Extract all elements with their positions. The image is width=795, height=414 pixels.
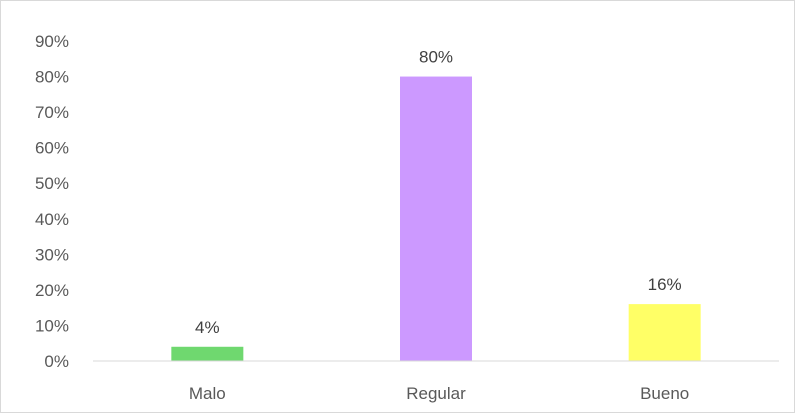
y-tick-label: 90%: [35, 32, 69, 51]
data-label-bueno: 16%: [648, 275, 682, 294]
y-tick-label: 40%: [35, 210, 69, 229]
bar-regular: [400, 76, 472, 362]
y-tick-label: 20%: [35, 281, 69, 300]
data-label-malo: 4%: [195, 318, 220, 337]
bar-bueno: [628, 304, 701, 361]
bar-malo: [171, 346, 244, 361]
y-tick-label: 80%: [35, 68, 69, 87]
data-labels: 4% 80% 16%: [195, 48, 682, 337]
x-axis: Malo Regular Bueno: [93, 360, 779, 403]
y-tick-label: 60%: [35, 139, 69, 158]
x-tick-label-bueno: Bueno: [640, 384, 689, 403]
y-tick-label: 70%: [35, 103, 69, 122]
x-tick-label-malo: Malo: [189, 384, 226, 403]
y-tick-label: 0%: [44, 352, 69, 371]
y-tick-label: 10%: [35, 316, 69, 335]
y-tick-label: 50%: [35, 174, 69, 193]
x-tick-label-regular: Regular: [406, 384, 466, 403]
data-label-regular: 80%: [419, 48, 453, 67]
bars: [171, 76, 701, 362]
y-tick-label: 30%: [35, 245, 69, 264]
y-axis: 0% 10% 20% 30% 40% 50% 60% 70% 80% 90%: [35, 32, 69, 371]
